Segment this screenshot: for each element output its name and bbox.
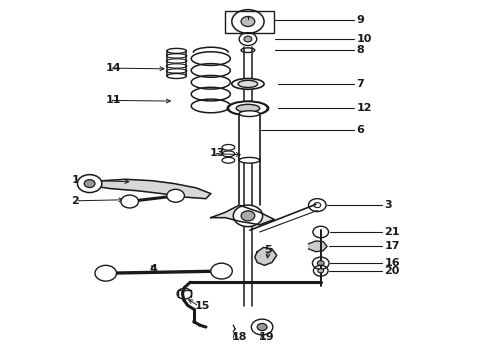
Circle shape: [84, 180, 95, 188]
Ellipse shape: [239, 157, 260, 163]
Ellipse shape: [236, 104, 260, 112]
Text: 16: 16: [384, 258, 400, 268]
Polygon shape: [211, 205, 274, 225]
Text: 21: 21: [384, 227, 400, 237]
Text: 2: 2: [72, 196, 79, 206]
Text: 20: 20: [384, 266, 400, 276]
Text: 12: 12: [356, 103, 372, 113]
Ellipse shape: [228, 102, 268, 115]
Ellipse shape: [239, 111, 260, 117]
Polygon shape: [255, 247, 277, 265]
Ellipse shape: [167, 48, 186, 53]
Polygon shape: [309, 241, 327, 252]
Text: 7: 7: [356, 79, 364, 89]
Text: 5: 5: [265, 245, 272, 255]
Circle shape: [167, 189, 184, 202]
Text: 10: 10: [356, 35, 372, 44]
Text: 1: 1: [72, 175, 79, 185]
Circle shape: [95, 265, 117, 281]
Text: 13: 13: [210, 148, 225, 158]
Bar: [239, 114, 260, 160]
Circle shape: [233, 205, 263, 226]
Text: 9: 9: [356, 15, 364, 26]
Circle shape: [241, 17, 255, 27]
Text: 19: 19: [258, 332, 274, 342]
Circle shape: [211, 263, 232, 279]
Ellipse shape: [167, 73, 186, 78]
Text: 8: 8: [356, 45, 364, 55]
Circle shape: [318, 261, 324, 266]
Circle shape: [257, 323, 267, 330]
Text: 3: 3: [384, 200, 392, 210]
Text: 11: 11: [105, 95, 121, 105]
Ellipse shape: [238, 80, 258, 87]
Circle shape: [244, 36, 252, 42]
Text: 18: 18: [231, 332, 247, 342]
Bar: [225, 12, 274, 33]
Circle shape: [241, 211, 255, 221]
Text: 15: 15: [195, 301, 211, 311]
Text: 14: 14: [105, 63, 121, 73]
Ellipse shape: [232, 78, 264, 89]
Text: 17: 17: [384, 241, 400, 251]
Text: 6: 6: [356, 125, 364, 135]
Text: 4: 4: [150, 264, 158, 274]
Polygon shape: [86, 179, 211, 199]
Circle shape: [318, 269, 324, 273]
Circle shape: [251, 319, 273, 335]
Circle shape: [121, 195, 139, 208]
Circle shape: [77, 175, 102, 193]
